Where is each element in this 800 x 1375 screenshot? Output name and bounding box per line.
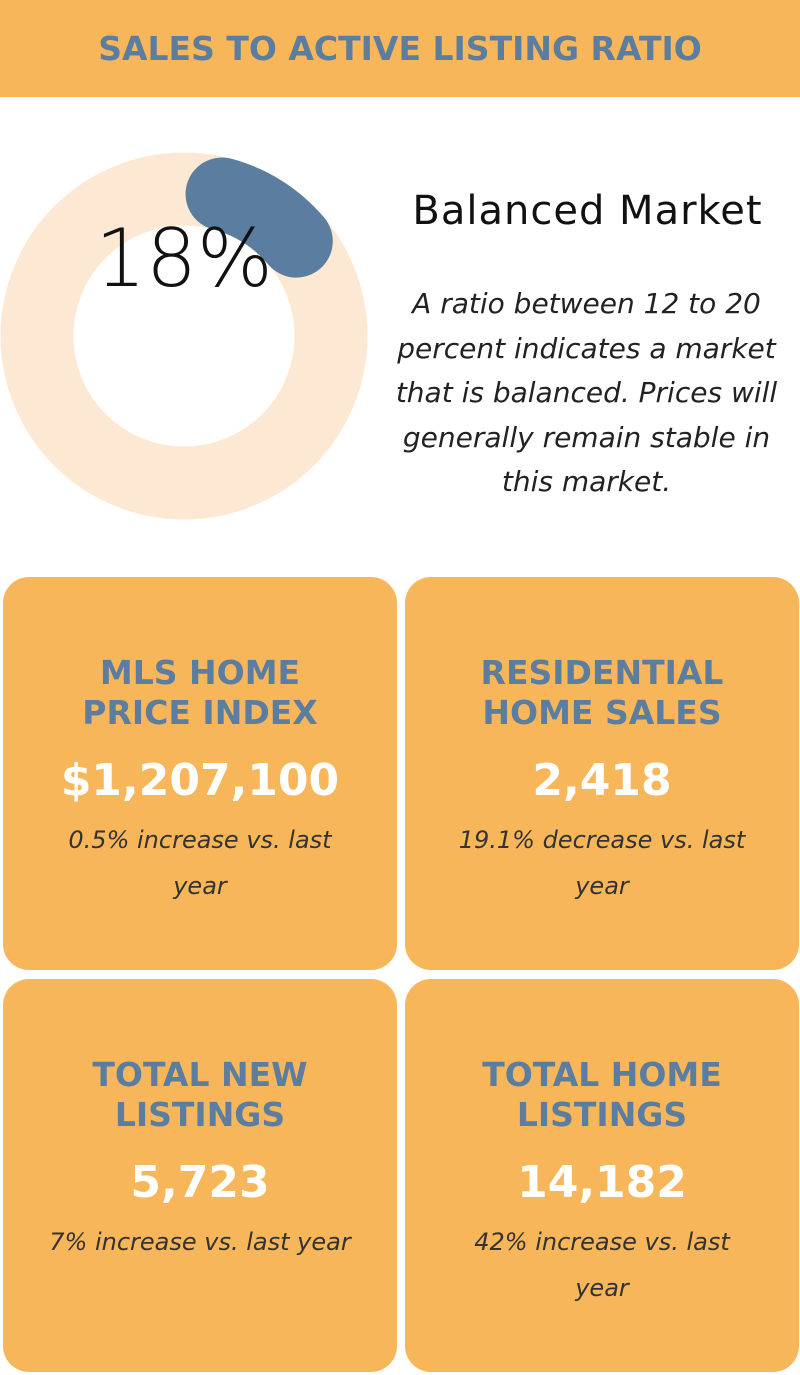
- card-note: 19.1% decrease vs. last year: [458, 826, 746, 900]
- card-total-home-listings: TOTAL HOME LISTINGS 14,182 42% increase …: [405, 979, 799, 1372]
- card-value: 5,723: [130, 1157, 270, 1208]
- card-title: RESIDENTIAL HOME SALES: [480, 653, 724, 732]
- page-title: SALES TO ACTIVE LISTING RATIO: [98, 29, 702, 68]
- card-note: 42% increase vs. last year: [474, 1228, 730, 1302]
- donut-progress-arc: [185, 157, 333, 278]
- card-value: 14,182: [517, 1157, 687, 1208]
- card-mls-home-price-index: MLS HOME PRICE INDEX $1,207,100 0.5% inc…: [3, 577, 397, 970]
- card-note: 7% increase vs. last year: [49, 1228, 351, 1256]
- card-title: TOTAL NEW LISTINGS: [92, 1055, 308, 1134]
- card-title: MLS HOME PRICE INDEX: [82, 653, 318, 732]
- donut-track: [0, 152, 368, 520]
- card-value: 2,418: [532, 755, 672, 806]
- card-residential-home-sales: RESIDENTIAL HOME SALES 2,418 19.1% decre…: [405, 577, 799, 970]
- card-value: $1,207,100: [60, 755, 340, 806]
- card-title: TOTAL HOME LISTINGS: [482, 1055, 722, 1134]
- market-status-description: A ratio between 12 to 20 percent indicat…: [395, 287, 778, 498]
- card-note: 0.5% increase vs. last year: [68, 826, 332, 900]
- market-status-title: Balanced Market: [412, 188, 763, 234]
- donut-svg: [0, 152, 368, 520]
- header-banner: SALES TO ACTIVE LISTING RATIO: [0, 0, 800, 97]
- ratio-value: 18%: [95, 212, 273, 305]
- ratio-donut-chart: [0, 152, 368, 520]
- card-total-new-listings: TOTAL NEW LISTINGS 5,723 7% increase vs.…: [3, 979, 397, 1372]
